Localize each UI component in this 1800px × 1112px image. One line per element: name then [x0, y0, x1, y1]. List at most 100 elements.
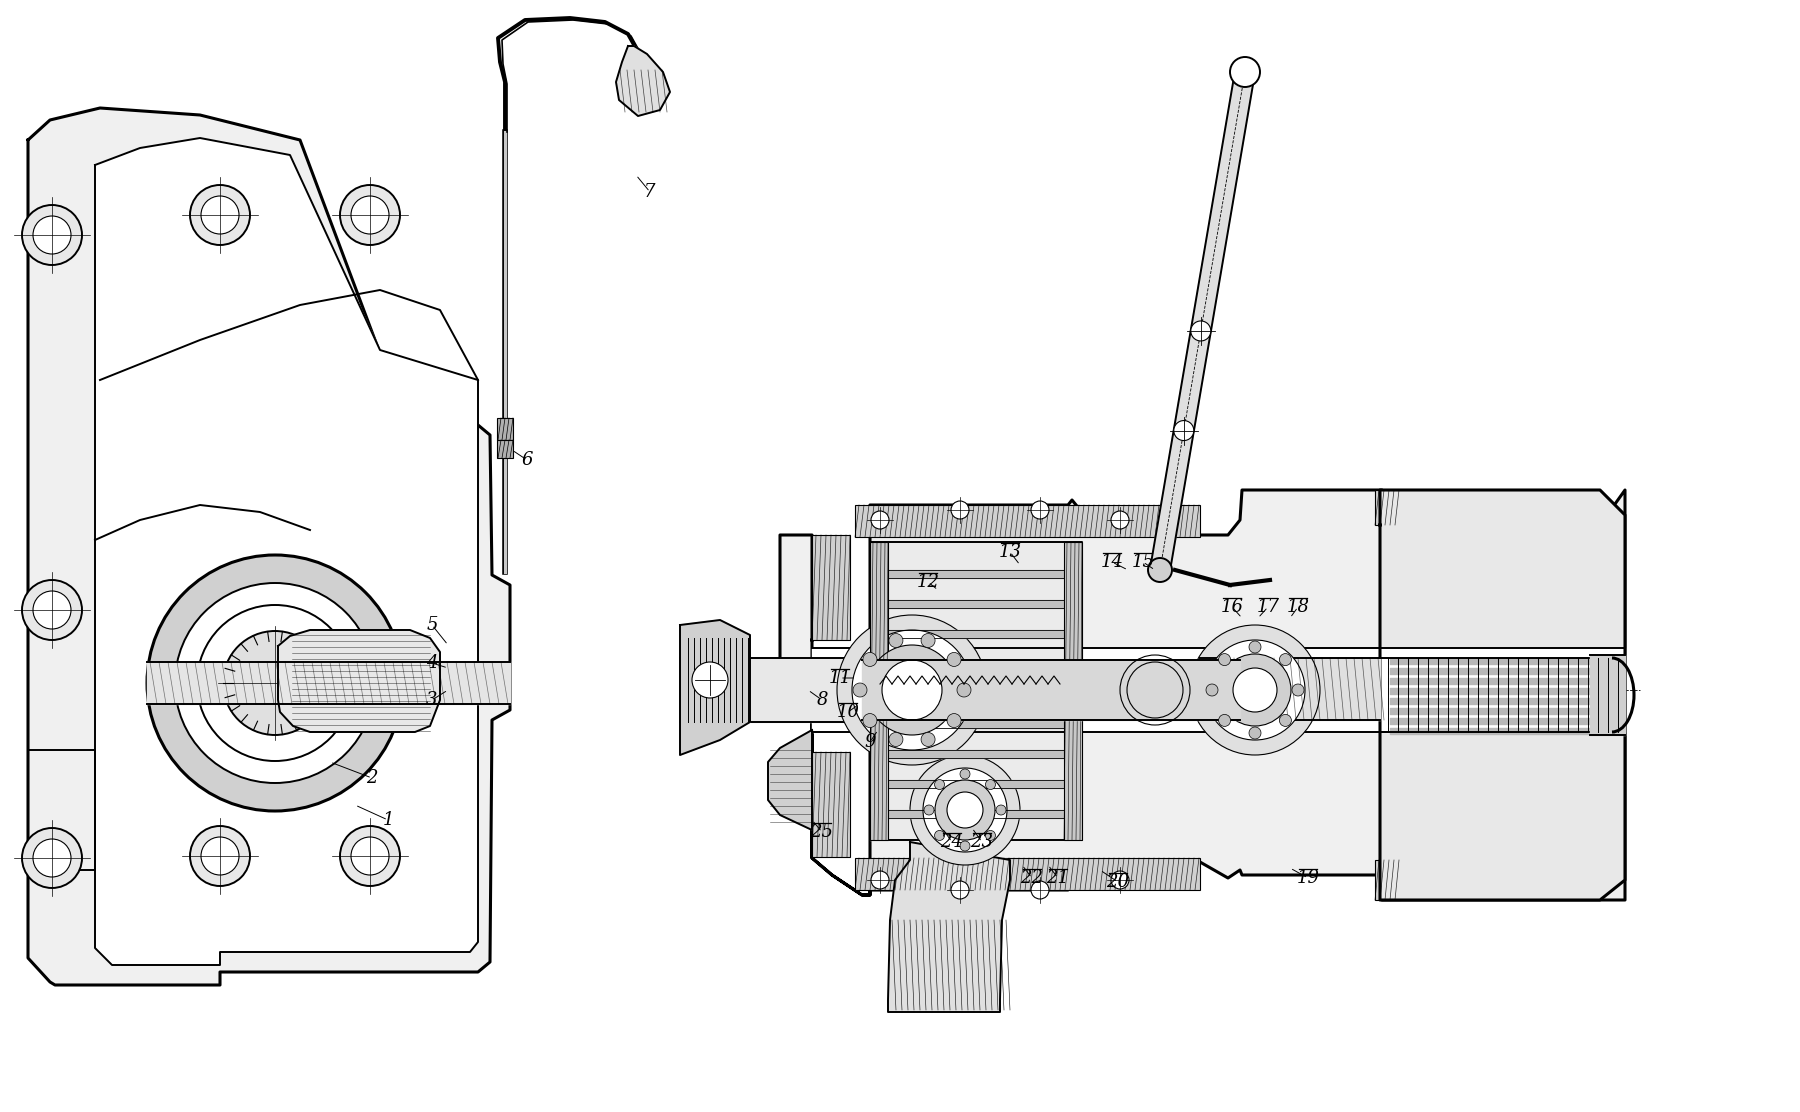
Circle shape [1148, 558, 1172, 582]
Circle shape [995, 805, 1006, 815]
Circle shape [985, 780, 995, 790]
Circle shape [1219, 714, 1231, 726]
Circle shape [882, 661, 941, 719]
Circle shape [191, 826, 250, 886]
Circle shape [871, 871, 889, 888]
Circle shape [191, 185, 250, 245]
Text: 8: 8 [815, 691, 828, 709]
Text: 13: 13 [999, 543, 1022, 560]
Circle shape [950, 502, 968, 519]
Text: 25: 25 [810, 823, 833, 841]
Circle shape [1233, 668, 1276, 712]
Polygon shape [29, 108, 509, 985]
Circle shape [351, 196, 389, 234]
Circle shape [923, 768, 1006, 852]
Circle shape [1219, 654, 1231, 666]
Polygon shape [869, 542, 1082, 840]
Text: 15: 15 [1132, 553, 1154, 570]
Circle shape [32, 216, 70, 254]
Circle shape [340, 185, 400, 245]
Text: 14: 14 [1100, 553, 1123, 570]
Circle shape [837, 615, 986, 765]
Circle shape [1190, 625, 1319, 755]
Circle shape [1280, 654, 1291, 666]
Bar [812, 535, 850, 641]
Polygon shape [769, 729, 812, 830]
Circle shape [691, 662, 727, 698]
Circle shape [1292, 684, 1303, 696]
Polygon shape [1381, 490, 1625, 900]
Circle shape [947, 714, 961, 727]
Polygon shape [779, 490, 1625, 900]
Bar [1064, 542, 1082, 840]
Polygon shape [1150, 70, 1255, 572]
Polygon shape [196, 605, 353, 761]
Bar [855, 505, 1201, 537]
Text: 9: 9 [864, 733, 877, 751]
Bar [855, 858, 1201, 890]
Circle shape [1249, 727, 1262, 739]
Circle shape [947, 792, 983, 828]
Text: 6: 6 [522, 451, 533, 469]
Circle shape [889, 634, 904, 647]
Circle shape [862, 714, 877, 727]
Polygon shape [277, 631, 439, 732]
Circle shape [32, 838, 70, 877]
Circle shape [1280, 714, 1291, 726]
Text: 21: 21 [1046, 868, 1069, 887]
Bar [1375, 490, 1400, 525]
Text: 2: 2 [365, 770, 378, 787]
Polygon shape [887, 842, 1010, 1012]
Circle shape [934, 831, 945, 841]
Bar [497, 418, 513, 440]
Circle shape [950, 881, 968, 898]
Circle shape [1204, 641, 1305, 739]
Circle shape [959, 770, 970, 780]
Text: 22: 22 [1021, 868, 1044, 887]
Circle shape [1192, 321, 1211, 341]
Circle shape [934, 780, 945, 790]
Circle shape [22, 205, 83, 265]
Circle shape [985, 831, 995, 841]
Circle shape [196, 605, 353, 761]
Bar [812, 752, 850, 857]
Bar [497, 440, 513, 458]
Circle shape [1031, 502, 1049, 519]
Text: 11: 11 [828, 669, 851, 687]
Circle shape [175, 583, 374, 783]
Text: 24: 24 [940, 833, 963, 851]
Text: 7: 7 [644, 183, 655, 201]
Text: 20: 20 [1107, 873, 1130, 891]
Circle shape [1249, 641, 1262, 653]
Circle shape [934, 780, 995, 840]
Circle shape [202, 196, 239, 234]
Circle shape [22, 580, 83, 641]
Circle shape [22, 828, 83, 888]
Text: 12: 12 [916, 573, 940, 590]
Circle shape [871, 512, 889, 529]
Polygon shape [148, 555, 403, 811]
Bar [869, 542, 887, 840]
Circle shape [1219, 654, 1291, 726]
Text: 18: 18 [1287, 598, 1310, 616]
Text: 3: 3 [427, 691, 437, 709]
Text: 16: 16 [1220, 598, 1244, 616]
Circle shape [340, 826, 400, 886]
Text: 4: 4 [427, 654, 437, 672]
Circle shape [1174, 420, 1193, 440]
Circle shape [351, 837, 389, 875]
Circle shape [1206, 684, 1219, 696]
Text: 10: 10 [837, 703, 860, 721]
Circle shape [922, 733, 934, 746]
Circle shape [32, 590, 70, 629]
Circle shape [947, 653, 961, 666]
Circle shape [1111, 871, 1129, 888]
Polygon shape [616, 46, 670, 116]
Circle shape [862, 653, 877, 666]
Circle shape [1031, 881, 1049, 898]
Text: 17: 17 [1256, 598, 1280, 616]
Text: 1: 1 [382, 811, 394, 830]
Circle shape [202, 837, 239, 875]
Circle shape [959, 841, 970, 851]
Circle shape [223, 631, 328, 735]
